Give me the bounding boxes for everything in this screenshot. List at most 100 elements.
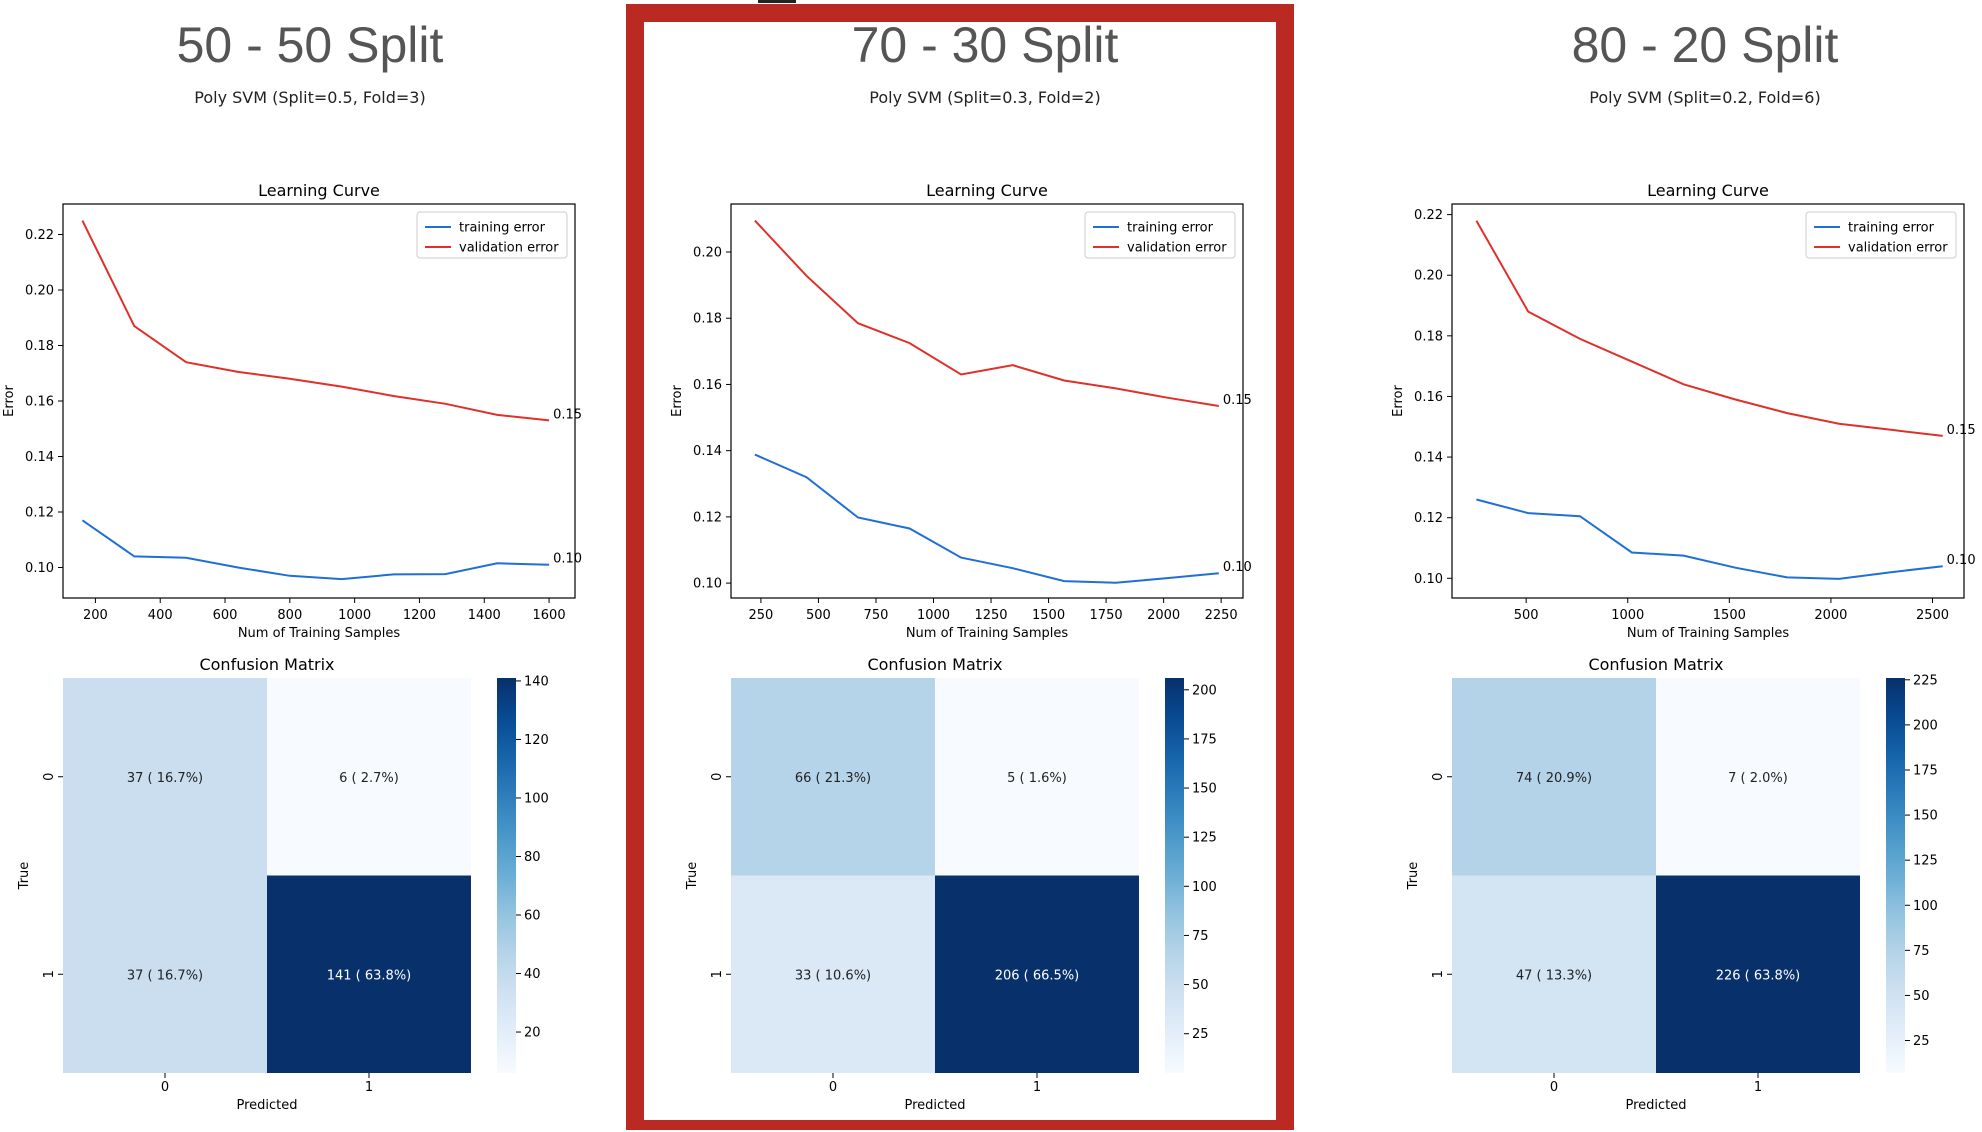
x-tick-label: 1000: [1611, 608, 1644, 623]
colorbar: [497, 678, 516, 1073]
colorbar-tick-label: 150: [1192, 782, 1217, 797]
heatmap-cell: [1452, 875, 1656, 1073]
y-tick-label: 0.22: [1414, 208, 1443, 223]
colorbar-tick-label: 75: [1913, 944, 1930, 959]
end-value-annotation: 0.10: [1223, 560, 1252, 575]
colorbar-tick-label: 75: [1192, 929, 1209, 944]
validation-error-line: [1475, 220, 1943, 437]
colorbar: [1886, 678, 1905, 1073]
colorbar-tick-label: 50: [1192, 978, 1209, 993]
heatmap-cell: [1452, 678, 1656, 876]
plot-frame: [62, 203, 576, 599]
y-tick-label: 0.18: [1414, 329, 1443, 344]
x-axis-label: Predicted: [904, 1098, 965, 1113]
y-tick-label: 1: [1431, 970, 1446, 978]
colorbar-tick-label: 125: [1913, 854, 1938, 869]
end-value-annotation: 0.10: [1947, 553, 1976, 568]
heatmap-cell: [935, 678, 1139, 876]
y-axis-label: Error: [1391, 385, 1406, 417]
learning-curve-1: Learning Curve 200 400 600 800 1000 1200 1400 16…: [2, 181, 582, 641]
x-tick-label: 2000: [1147, 608, 1180, 623]
y-tick-label: 0: [42, 773, 57, 781]
x-tick-label: 250: [749, 608, 774, 623]
validation-error-line: [81, 220, 550, 422]
x-axis-label: Predicted: [236, 1098, 297, 1113]
confusion-matrix-title: Confusion Matrix: [867, 655, 1002, 674]
y-tick-label: 0.16: [25, 395, 54, 410]
y-tick-label: 0.20: [25, 284, 54, 299]
x-tick-label: 2250: [1205, 608, 1238, 623]
y-tick-label: 0.16: [1414, 390, 1443, 405]
x-tick-label: 750: [864, 608, 889, 623]
y-axis-label: Error: [670, 385, 685, 417]
panel-3-subtitle: Poly SVM (Split=0.2, Fold=6): [1589, 88, 1821, 107]
highlight-frame: [626, 4, 1294, 1130]
y-tick-label: 0: [710, 773, 725, 781]
confusion-matrix-title: Confusion Matrix: [199, 655, 334, 674]
x-tick-label: 1200: [403, 608, 436, 623]
learning-curve-title: Learning Curve: [926, 181, 1048, 200]
training-error-line: [1476, 498, 1943, 580]
panel-1-title: 50 - 50 Split: [176, 17, 444, 73]
colorbar-tick-label: 60: [524, 909, 541, 924]
plot-frame: [730, 203, 1244, 599]
legend-label: validation error: [1848, 241, 1948, 256]
x-tick-label: 0: [1550, 1080, 1558, 1095]
y-tick-label: 0.12: [693, 510, 722, 525]
end-value-annotation: 0.15: [553, 407, 582, 422]
cell-label: 7 ( 2.0%): [1728, 771, 1788, 786]
x-tick-label: 1: [365, 1080, 373, 1095]
cell-label: 226 ( 63.8%): [1716, 968, 1801, 983]
y-tick-label: 0: [1431, 773, 1446, 781]
cell-label: 74 ( 20.9%): [1516, 771, 1592, 786]
confusion-matrix-1: Confusion Matrix 37 ( 16.7%) 6 ( 2.7%) 37 (…: [17, 655, 549, 1113]
legend-box: [416, 211, 568, 259]
y-axis-label: True: [17, 862, 32, 891]
heatmap-cell: [935, 875, 1139, 1073]
y-tick-label: 1: [42, 970, 57, 978]
colorbar-tick-label: 25: [1913, 1034, 1930, 1049]
training-error-line: [754, 453, 1219, 584]
x-tick-label: 2000: [1814, 608, 1847, 623]
colorbar-tick-label: 50: [1913, 989, 1930, 1004]
x-tick-label: 0: [161, 1080, 169, 1095]
confusion-matrix-title: Confusion Matrix: [1588, 655, 1723, 674]
heatmap-cell: [1656, 678, 1860, 876]
y-axis-label: True: [685, 862, 700, 891]
colorbar-tick-label: 125: [1192, 831, 1217, 846]
colorbar-tick-label: 225: [1913, 673, 1938, 688]
training-error-line: [81, 519, 550, 581]
legend-label: training error: [1127, 221, 1214, 236]
x-tick-label: 500: [1514, 608, 1539, 623]
panel-2-title: 70 - 30 Split: [851, 17, 1119, 73]
y-tick-label: 0.22: [25, 228, 54, 243]
end-value-annotation: 0.10: [553, 552, 582, 567]
heatmap-cell: [267, 875, 471, 1073]
x-tick-label: 800: [277, 608, 302, 623]
y-tick-label: 0.12: [1414, 511, 1443, 526]
learning-curve-2: Learning Curve 250 500 750 1000 1250 1500 1750 2…: [670, 181, 1252, 641]
y-tick-label: 0.20: [1414, 269, 1443, 284]
colorbar-tick-label: 175: [1913, 763, 1938, 778]
colorbar-tick-label: 120: [524, 733, 549, 748]
x-tick-label: 500: [806, 608, 831, 623]
x-axis-label: Num of Training Samples: [906, 626, 1069, 641]
x-tick-label: 600: [213, 608, 238, 623]
legend-label: training error: [459, 221, 546, 236]
colorbar-tick-label: 100: [524, 791, 549, 806]
y-tick-label: 0.10: [693, 577, 722, 592]
x-tick-label: 200: [83, 608, 108, 623]
x-tick-label: 1600: [533, 608, 566, 623]
x-axis-label: Num of Training Samples: [238, 626, 401, 641]
y-axis-label: True: [1406, 862, 1421, 891]
y-tick-label: 0.20: [693, 246, 722, 261]
x-tick-label: 1000: [917, 608, 950, 623]
heatmap-cell: [267, 678, 471, 876]
panel-2-subtitle: Poly SVM (Split=0.3, Fold=2): [869, 88, 1101, 107]
panel-1-subtitle: Poly SVM (Split=0.5, Fold=3): [194, 88, 426, 107]
cell-label: 141 ( 63.8%): [327, 968, 412, 983]
cell-label: 33 ( 10.6%): [795, 968, 871, 983]
colorbar-tick-label: 140: [524, 674, 549, 689]
legend-box: [1805, 211, 1957, 259]
y-tick-label: 0.14: [25, 450, 54, 465]
